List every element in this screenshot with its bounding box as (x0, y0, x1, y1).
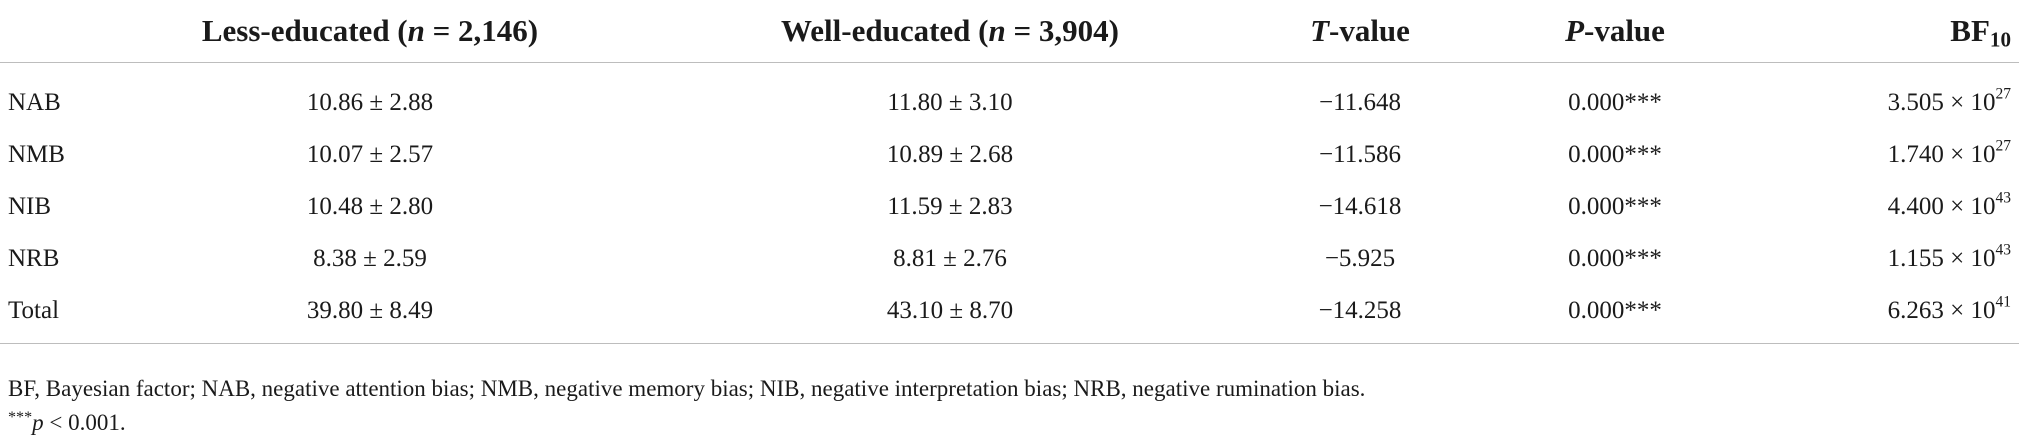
row-label: NMB (8, 141, 65, 168)
row-label: NRB (8, 245, 60, 272)
header-blank (0, 0, 90, 63)
cell-bf10: 4.400 × 1043 (1887, 189, 2011, 220)
table-footnotes: BF, Bayesian factor; NAB, negative atten… (8, 372, 1365, 440)
cell-well-educated: 10.89 ± 2.68 (886, 141, 1014, 168)
cell-t-value: −11.648 (1319, 89, 1401, 116)
cell-p-value: 0.000*** (1568, 297, 1662, 324)
cell-p-value: 0.000*** (1568, 141, 1662, 168)
cell-well-educated: 8.81 ± 2.76 (893, 245, 1007, 272)
header-less-educated: Less-educated (n = 2,146) (201, 13, 539, 48)
cell-well-educated: 43.10 ± 8.70 (886, 297, 1014, 324)
table-row: NIB 10.48 ± 2.80 11.59 ± 2.83 −14.618 0.… (0, 181, 2019, 233)
header-t-value: T-value (1310, 13, 1410, 48)
abbreviations-note: BF, Bayesian factor; NAB, negative atten… (8, 376, 1366, 401)
table-row: NAB 10.86 ± 2.88 11.80 ± 3.10 −11.648 0.… (0, 63, 2019, 130)
cell-p-value: 0.000*** (1568, 89, 1662, 116)
cell-p-value: 0.000*** (1568, 245, 1662, 272)
cell-t-value: −14.618 (1318, 193, 1402, 220)
cell-bf10: 6.263 × 1041 (1887, 293, 2011, 324)
significance-note: ***p < 0.001. (8, 408, 126, 435)
cell-bf10: 1.155 × 1043 (1887, 241, 2011, 272)
cell-less-educated: 39.80 ± 8.49 (306, 297, 434, 324)
row-label: Total (8, 297, 60, 324)
cell-less-educated: 10.86 ± 2.88 (306, 89, 434, 116)
cell-bf10: 3.505 × 1027 (1887, 85, 2011, 116)
cell-well-educated: 11.80 ± 3.10 (887, 89, 1013, 116)
cell-t-value: −14.258 (1318, 297, 1402, 324)
cell-well-educated: 11.59 ± 2.83 (887, 193, 1013, 220)
header-bf10: BF10 (1950, 13, 2011, 52)
cell-bf10: 1.740 × 1027 (1887, 137, 2011, 168)
cell-t-value: −5.925 (1324, 245, 1396, 272)
row-label: NAB (8, 89, 61, 116)
table-row: NMB 10.07 ± 2.57 10.89 ± 2.68 −11.586 0.… (0, 129, 2019, 181)
cell-less-educated: 8.38 ± 2.59 (313, 245, 427, 272)
row-label: NIB (8, 193, 52, 220)
header-well-educated: Well-educated (n = 3,904) (781, 13, 1119, 48)
results-table: Less-educated (n = 2,146) Well-educated … (0, 0, 2019, 344)
table-header-row: Less-educated (n = 2,146) Well-educated … (0, 0, 2019, 63)
table-row: Total 39.80 ± 8.49 43.10 ± 8.70 −14.258 … (0, 285, 2019, 344)
cell-less-educated: 10.48 ± 2.80 (306, 193, 434, 220)
cell-less-educated: 10.07 ± 2.57 (306, 141, 434, 168)
cell-t-value: −11.586 (1319, 141, 1401, 168)
header-p-value: P-value (1565, 13, 1665, 48)
cell-p-value: 0.000*** (1568, 193, 1662, 220)
table-row: NRB 8.38 ± 2.59 8.81 ± 2.76 −5.925 0.000… (0, 233, 2019, 285)
